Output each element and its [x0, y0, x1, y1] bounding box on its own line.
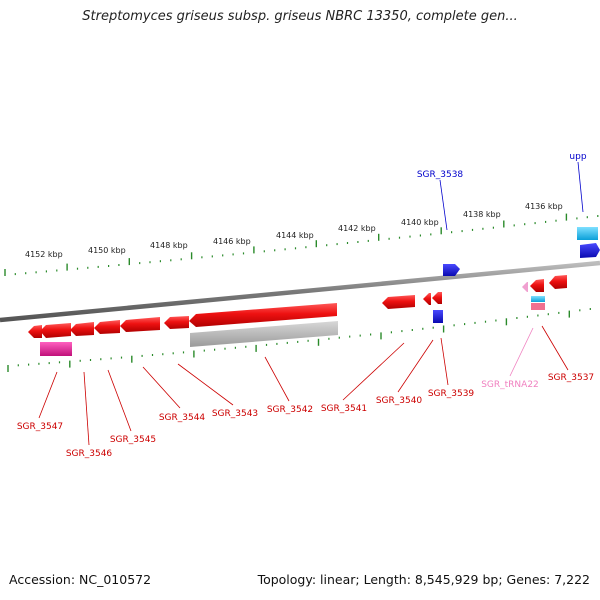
kbp-label: 4138 kbp — [463, 210, 501, 219]
genome-backbone — [0, 260, 600, 323]
gene-label[interactable]: SGR_3542 — [267, 405, 313, 415]
feature-magenta[interactable] — [40, 342, 72, 356]
leader-sgr-3537 — [541, 325, 569, 371]
kbp-scale-labels: 4152 kbp 4150 kbp 4148 kbp 4146 kbp 4144… — [25, 202, 563, 259]
gene-sgr-3538[interactable] — [443, 264, 460, 276]
gene-sgr-3537[interactable] — [530, 279, 544, 292]
gene-sgr-3546[interactable] — [40, 323, 71, 338]
leader-sgr-3538 — [439, 179, 448, 231]
map-title: Streptomyces griseus subsp. griseus NBRC… — [82, 9, 518, 24]
feature-pink-small[interactable] — [531, 303, 545, 310]
kbp-label: 4146 kbp — [213, 237, 251, 246]
gene-label[interactable]: SGR_3539 — [428, 389, 475, 399]
trna-sgr-trna22[interactable] — [522, 282, 528, 292]
gene-label[interactable]: SGR_3547 — [17, 422, 63, 432]
accession-text: Accession: NC_010572 — [9, 572, 152, 587]
gene-label[interactable]: SGR_3546 — [66, 449, 113, 459]
feature-tracks — [40, 296, 545, 356]
feature-gray[interactable] — [190, 321, 338, 347]
gene-label[interactable]: SGR_3544 — [159, 413, 206, 423]
kbp-label: 4150 kbp — [88, 246, 126, 255]
leader-upp — [577, 161, 584, 213]
gene-sgr-3537b[interactable] — [549, 275, 567, 289]
gene-sgr-3540[interactable] — [382, 295, 415, 309]
upper-tick-ruler — [4, 213, 599, 276]
gene-sgr-3545[interactable] — [70, 322, 94, 336]
kbp-label: 4144 kbp — [276, 231, 314, 240]
reverse-strand-genes — [28, 275, 567, 338]
label-leader-lines — [38, 161, 584, 446]
kbp-label: 4136 kbp — [525, 202, 563, 211]
leader-sgr-3540 — [397, 339, 434, 393]
feature-cyan-small[interactable] — [531, 296, 545, 302]
gene-label[interactable]: upp — [569, 152, 586, 162]
leader-sgr-3547 — [38, 371, 58, 419]
gene-sgr-3539b[interactable] — [432, 292, 442, 304]
gene-upp[interactable] — [580, 243, 600, 258]
gene-sgr-3542[interactable] — [164, 316, 189, 329]
gene-label[interactable]: SGR_tRNA22 — [481, 380, 539, 390]
leader-sgr-3543 — [177, 363, 234, 406]
gene-label[interactable]: SGR_3540 — [376, 396, 423, 406]
gene-sgr-3541[interactable] — [189, 303, 337, 327]
kbp-label: 4140 kbp — [401, 218, 439, 227]
gene-label[interactable]: SGR_3538 — [417, 170, 464, 180]
gene-sgr-3544[interactable] — [94, 320, 120, 334]
leader-sgr-3546 — [83, 371, 90, 446]
gene-label[interactable]: SGR_3545 — [110, 435, 156, 445]
kbp-label: 4152 kbp — [25, 250, 63, 259]
gene-label[interactable]: SGR_3541 — [321, 404, 367, 414]
forward-strand-genes — [443, 227, 600, 276]
kbp-label: 4142 kbp — [338, 224, 376, 233]
leader-sgr-3544 — [142, 366, 181, 409]
feature-blue-small[interactable] — [433, 310, 443, 323]
lower-tick-ruler — [7, 308, 591, 372]
gene-label[interactable]: SGR_3543 — [212, 409, 258, 419]
gene-labels: SGR_3538 upp SGR_3547 SGR_3546 SGR_3545 … — [17, 152, 594, 459]
gene-sgr-3547[interactable] — [28, 325, 42, 338]
gene-label[interactable]: SGR_3537 — [548, 373, 594, 383]
leader-sgr-trna22 — [509, 327, 534, 377]
gene-sgr-3539[interactable] — [423, 293, 431, 305]
kbp-label: 4148 kbp — [150, 241, 188, 250]
leader-sgr-3539 — [440, 337, 449, 386]
leader-sgr-3545 — [107, 369, 132, 432]
genome-summary-text: Topology: linear; Length: 8,545,929 bp; … — [257, 572, 590, 587]
gene-upp-cyan[interactable] — [577, 227, 598, 240]
gene-sgr-3543[interactable] — [120, 317, 160, 332]
leader-sgr-3541 — [342, 342, 405, 401]
leader-sgr-3542 — [264, 356, 290, 402]
